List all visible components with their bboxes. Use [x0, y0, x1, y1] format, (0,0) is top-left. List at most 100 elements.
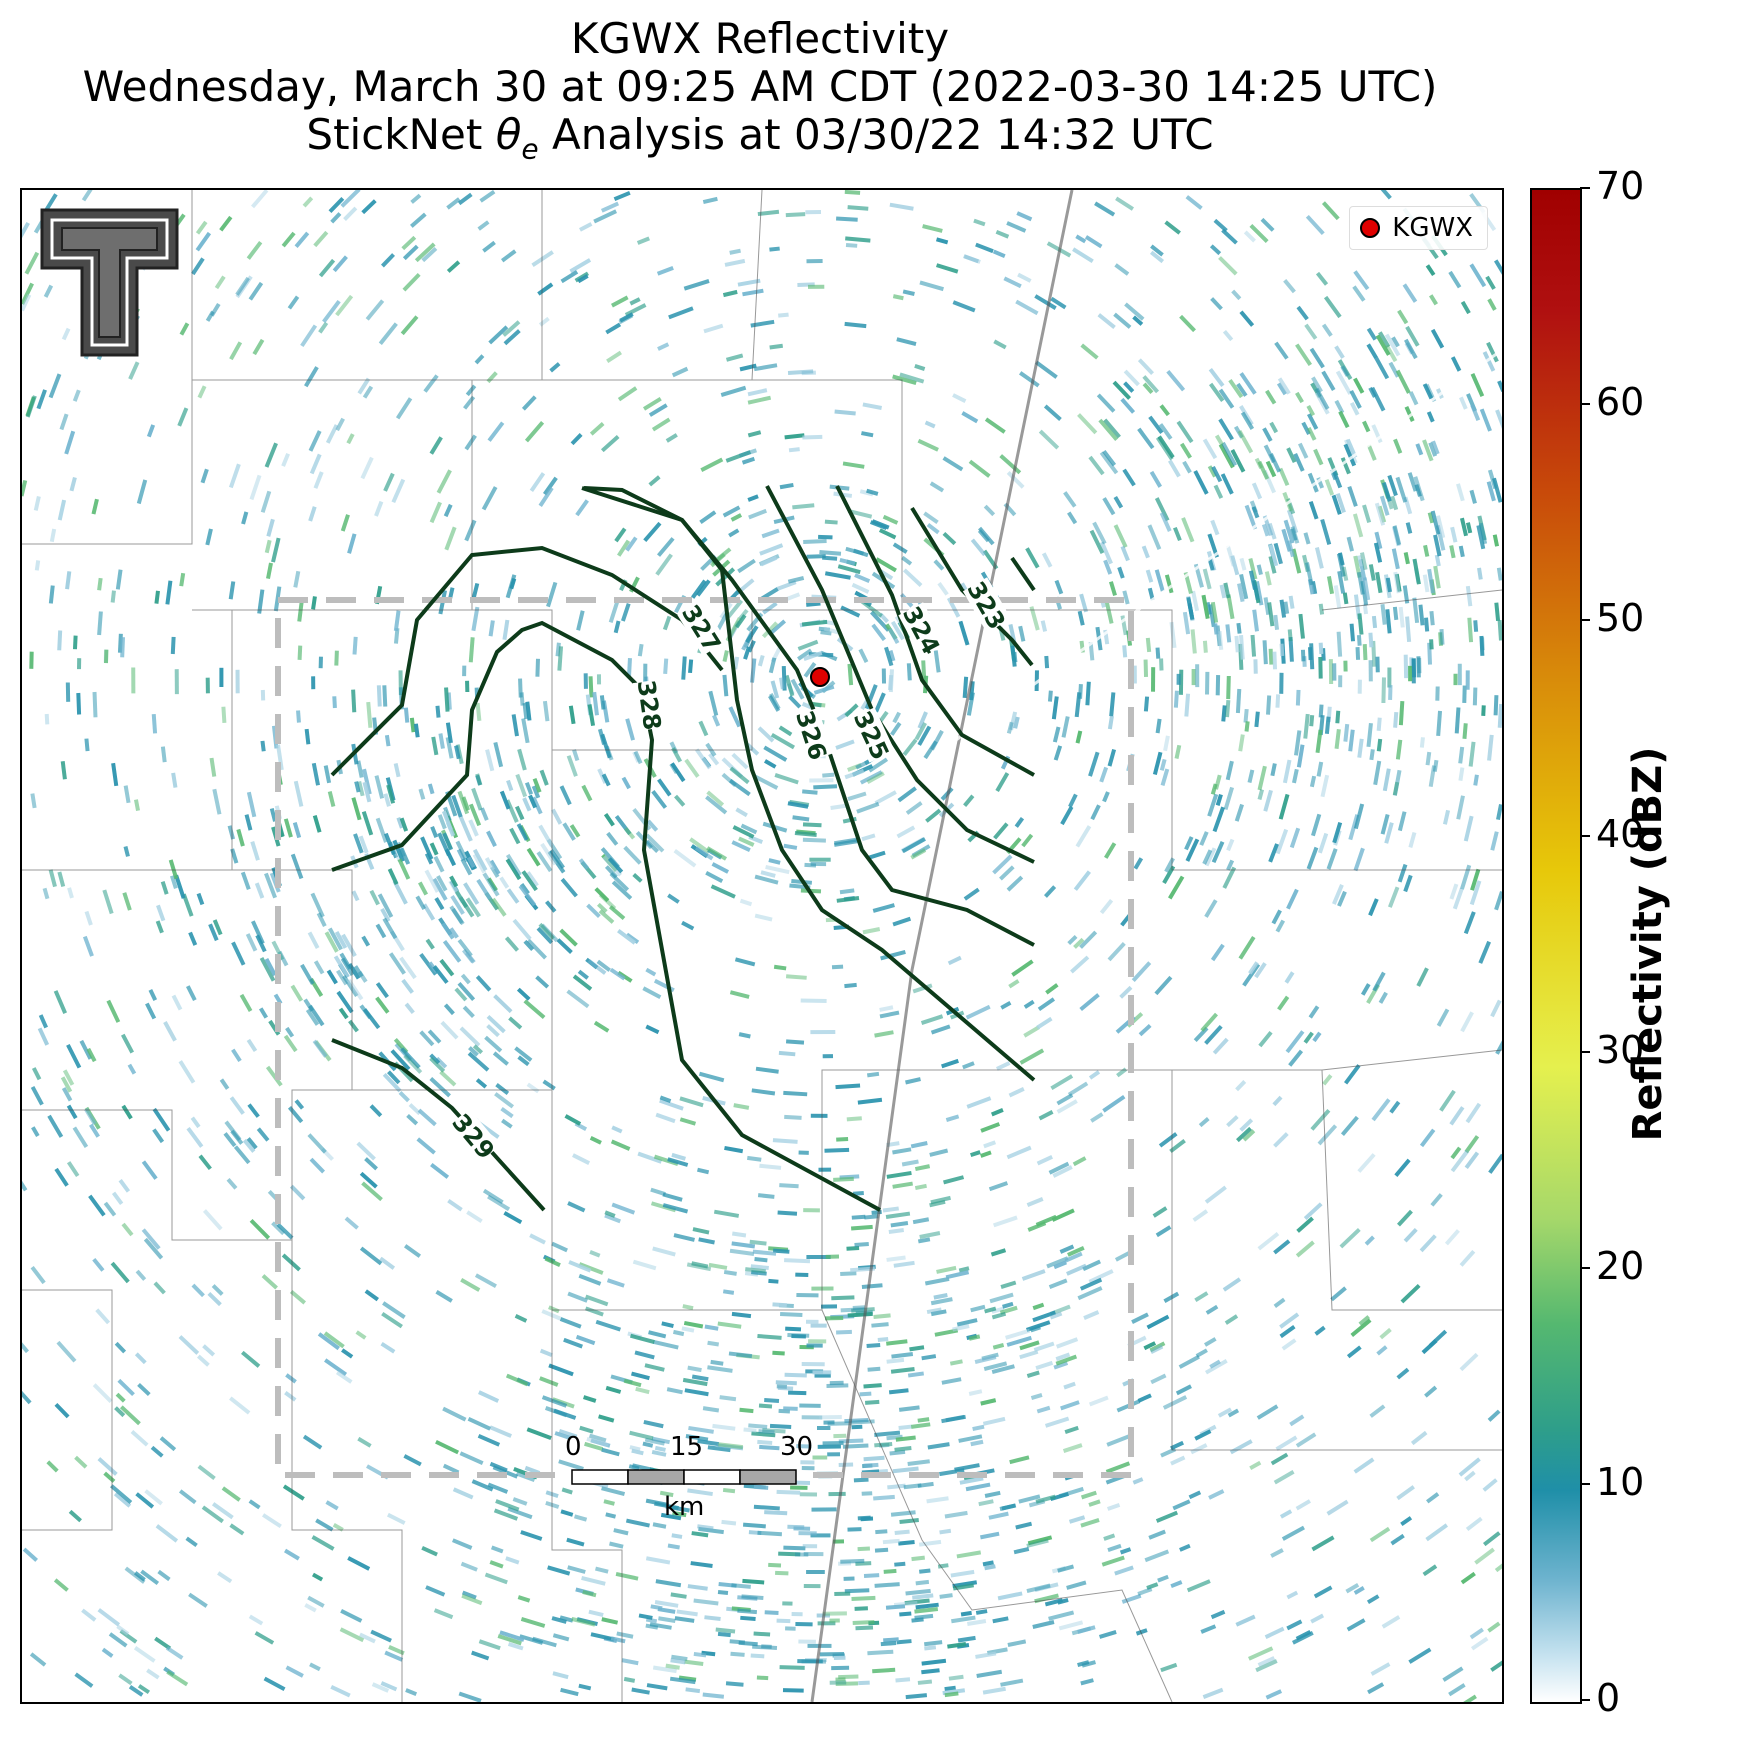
echo-gate: [197, 1354, 210, 1367]
echo-gate: [1055, 1352, 1071, 1362]
echo-gate: [1286, 1619, 1303, 1631]
echo-gate: [1201, 594, 1210, 619]
echo-gate: [1000, 1678, 1024, 1687]
echo-gate: [1433, 534, 1442, 557]
echo-gate: [719, 1395, 737, 1402]
echo-gate: [840, 605, 861, 618]
echo-gate: [557, 646, 564, 671]
echo-gate: [1226, 1115, 1239, 1128]
echo-gate: [297, 602, 304, 622]
echo-gate: [872, 903, 895, 913]
echo-gate: [235, 275, 253, 299]
echo-gate: [1207, 465, 1217, 478]
echo-gate: [1235, 1614, 1256, 1627]
echo-gate: [567, 1291, 588, 1303]
echo-gate: [560, 877, 578, 898]
echo-gate: [1143, 659, 1149, 677]
echo-gate: [596, 674, 602, 685]
echo-gate: [871, 1322, 889, 1328]
echo-gate: [515, 773, 528, 798]
echo-gate: [995, 229, 1010, 239]
echo-gate: [526, 1427, 552, 1441]
echo-gate: [523, 999, 546, 1019]
echo-gate: [914, 1164, 931, 1172]
echo-gate: [1187, 602, 1195, 620]
echo-gate: [499, 876, 510, 889]
echo-gate: [1453, 673, 1458, 686]
echo-gate: [656, 537, 675, 557]
echo-gate: [657, 342, 670, 351]
echo-gate: [1286, 1590, 1299, 1600]
echo-gate: [792, 815, 810, 822]
echo-gate: [1078, 683, 1083, 699]
echo-gate: [1211, 465, 1223, 483]
echo-gate: [418, 788, 426, 800]
echo-gate: [1088, 751, 1100, 777]
echo-gate: [681, 1326, 695, 1333]
echo-gate: [866, 850, 886, 861]
echo-gate: [1335, 370, 1352, 395]
echo-gate: [874, 1547, 889, 1553]
echo-gate: [1212, 806, 1226, 833]
echo-gate: [400, 1047, 421, 1069]
echo-gate: [992, 854, 1013, 875]
echo-gate: [1378, 991, 1388, 1004]
echo-gate: [835, 1681, 859, 1686]
echo-gate: [493, 741, 504, 768]
echo-gate: [526, 847, 541, 867]
echo-gate: [892, 1181, 913, 1189]
echo-gate: [494, 1092, 515, 1109]
echo-gate: [824, 519, 838, 525]
echo-gate: [1265, 1689, 1283, 1700]
echo-gate: [572, 974, 593, 991]
echo-gate: [1385, 344, 1398, 363]
echo-gate: [1286, 888, 1299, 910]
echo-gate: [827, 1421, 852, 1426]
echo-gate: [374, 500, 384, 517]
echo-gate: [1089, 529, 1105, 555]
echo-gate: [1067, 511, 1078, 525]
echo-gate: [1194, 1429, 1212, 1441]
echo-gate: [60, 761, 67, 780]
echo-gate: [939, 1468, 965, 1477]
echo-gate: [1205, 671, 1210, 695]
echo-gate: [265, 1065, 283, 1087]
echo-gate: [1163, 735, 1170, 752]
echo-gate: [1098, 418, 1119, 441]
echo-gate: [762, 1428, 786, 1434]
echo-gate: [433, 1608, 454, 1620]
echo-gate: [854, 1241, 869, 1248]
echo-gate: [1218, 256, 1238, 276]
echo-gate: [284, 1391, 297, 1402]
echo-gate: [687, 1584, 708, 1591]
echo-gate: [1338, 675, 1343, 688]
echo-gate: [474, 1273, 497, 1289]
echo-gate: [1037, 997, 1056, 1012]
echo-gate: [229, 1096, 245, 1115]
echo-gate: [600, 733, 612, 759]
echo-gate: [757, 1333, 782, 1340]
echo-gate: [251, 920, 265, 945]
echo-gate: [1463, 815, 1474, 842]
echo-gate: [567, 1565, 586, 1574]
echo-gate: [707, 1445, 731, 1453]
echo-gate: [835, 1677, 846, 1682]
echo-gate: [111, 762, 119, 787]
echo-gate: [1011, 959, 1034, 977]
echo-gate: [863, 1573, 880, 1579]
echo-gate: [1102, 1094, 1126, 1113]
echo-gate: [757, 726, 775, 743]
echo-gate: [359, 1246, 383, 1266]
echo-gate: [566, 989, 590, 1009]
kgwx-radar-marker[interactable]: [810, 667, 830, 687]
echo-gate: [81, 1608, 97, 1622]
echo-gate: [137, 1382, 151, 1397]
echo-gate: [281, 231, 296, 248]
echo-gate: [1419, 1128, 1436, 1148]
echo-gate: [1332, 663, 1337, 681]
echo-gate: [785, 974, 807, 980]
radar-map[interactable]: 323 324 325 326 327 328 329 KGWX 0 15 30 km: [20, 188, 1504, 1704]
echo-gate: [165, 580, 173, 605]
echo-gate: [229, 341, 243, 361]
echo-gate: [750, 1653, 765, 1659]
